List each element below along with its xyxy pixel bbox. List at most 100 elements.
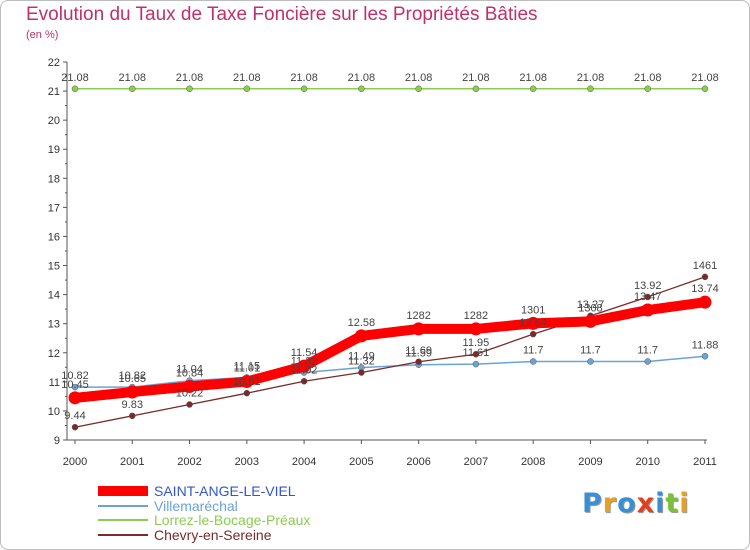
data-label: 21.08 xyxy=(290,72,318,84)
series-line xyxy=(74,355,706,388)
data-label: 11.7 xyxy=(637,344,658,356)
data-label: 12.58 xyxy=(348,317,376,329)
legend-item: Villemaréchal xyxy=(98,499,310,514)
data-label: 1282 xyxy=(406,310,430,322)
data-label: 1282 xyxy=(464,310,488,322)
data-point xyxy=(300,85,308,93)
logo-letter: r xyxy=(602,488,618,519)
data-point xyxy=(529,358,537,365)
data-label: 11.04 xyxy=(176,364,203,376)
legend-swatch xyxy=(98,504,148,507)
data-point xyxy=(644,85,651,93)
data-point xyxy=(354,329,368,343)
legend-label: Villemaréchal xyxy=(154,497,238,514)
data-label: 10.45 xyxy=(61,379,89,391)
y-tick-label: 15 xyxy=(48,261,60,273)
data-point xyxy=(701,85,709,93)
data-label: 13.47 xyxy=(634,291,662,303)
chart-series xyxy=(68,85,712,431)
data-point xyxy=(415,358,422,366)
data-point xyxy=(529,85,537,93)
data-label: 11.88 xyxy=(692,339,719,351)
data-label: 9.83 xyxy=(122,399,143,411)
data-label: 9.44 xyxy=(64,410,85,422)
x-tick-label: 2008 xyxy=(521,456,545,468)
y-tick-label: 21 xyxy=(48,86,60,98)
x-tick-label: 2004 xyxy=(292,456,316,468)
data-label: 10.82 xyxy=(61,370,89,382)
logo-letter: x xyxy=(636,488,656,519)
data-point xyxy=(71,85,79,93)
logo-letter: P xyxy=(582,488,603,519)
data-label: 13.27 xyxy=(577,299,605,311)
data-label: 21.08 xyxy=(61,72,89,84)
data-label: 11.01 xyxy=(233,363,260,375)
logo-letter: i xyxy=(655,488,666,519)
data-point xyxy=(644,293,651,301)
data-point xyxy=(698,295,712,309)
data-label: 11.49 xyxy=(348,351,375,363)
data-point xyxy=(472,350,480,358)
legend-swatch xyxy=(98,486,148,497)
data-label: 11.02 xyxy=(291,364,318,376)
data-point xyxy=(358,85,365,93)
data-label: 11.15 xyxy=(233,360,260,372)
x-tick-label: 2002 xyxy=(177,456,201,468)
y-tick-label: 16 xyxy=(48,231,60,243)
x-tick-label: 2010 xyxy=(635,456,659,468)
data-point xyxy=(243,85,251,93)
proxiti-logo: Proxiti xyxy=(582,488,690,519)
data-point xyxy=(469,322,483,336)
data-label: 11.32 xyxy=(291,356,318,368)
data-point xyxy=(415,85,422,93)
data-label: 12.64 xyxy=(519,317,547,329)
series-line xyxy=(70,297,710,403)
data-point xyxy=(526,316,540,330)
x-tick-label: 2003 xyxy=(235,456,259,468)
x-tick-label: 2009 xyxy=(578,456,602,468)
data-point xyxy=(186,401,193,408)
legend-label: SAINT-ANGE-LE-VIEL xyxy=(154,483,296,500)
data-label: 11.69 xyxy=(405,345,432,357)
y-tick-label: 17 xyxy=(48,202,60,214)
data-point xyxy=(186,85,193,93)
data-point xyxy=(412,322,426,336)
data-point xyxy=(68,391,82,405)
logo-letter: i xyxy=(679,488,690,519)
logo-letter: o xyxy=(617,488,637,519)
data-label: 21.08 xyxy=(176,72,204,84)
y-tick-label: 19 xyxy=(48,144,60,156)
data-point xyxy=(472,85,480,93)
data-label: 21.08 xyxy=(348,72,376,84)
x-tick-label: 2001 xyxy=(120,456,144,468)
data-label: 10.61 xyxy=(233,376,261,388)
logo-letter: t xyxy=(665,488,680,519)
data-label: 11.7 xyxy=(580,344,601,356)
data-point xyxy=(472,360,480,368)
legend-label: Lorrez-le-Bocage-Préaux xyxy=(154,512,311,529)
data-label: 11.32 xyxy=(348,356,375,368)
chart-data-labels: 10.45 10.65 10.84 11.01 11.54 12.58 1282 1282 13… xyxy=(61,72,719,422)
legend-item: SAINT-ANGE-LE-VIEL xyxy=(98,484,310,499)
data-point xyxy=(71,423,79,431)
data-point xyxy=(587,358,594,365)
y-tick-label: 13 xyxy=(48,319,60,331)
data-point xyxy=(644,358,651,365)
data-point xyxy=(129,412,136,420)
data-point xyxy=(583,314,597,328)
data-point xyxy=(587,85,594,93)
data-point xyxy=(300,378,308,385)
data-point xyxy=(529,330,537,338)
data-label: 11.59 xyxy=(405,348,432,360)
x-tick-label: 2007 xyxy=(464,456,488,468)
x-tick-label: 2000 xyxy=(63,456,87,468)
data-point xyxy=(297,359,311,373)
data-label: 11.54 xyxy=(291,347,318,359)
data-label: 21.08 xyxy=(119,72,147,84)
data-label: 13.92 xyxy=(634,280,662,292)
data-label: 1461 xyxy=(693,260,717,272)
data-label: 10.82 xyxy=(119,370,147,382)
data-label: 11.7 xyxy=(523,344,544,356)
data-label: 13.74 xyxy=(691,283,719,295)
